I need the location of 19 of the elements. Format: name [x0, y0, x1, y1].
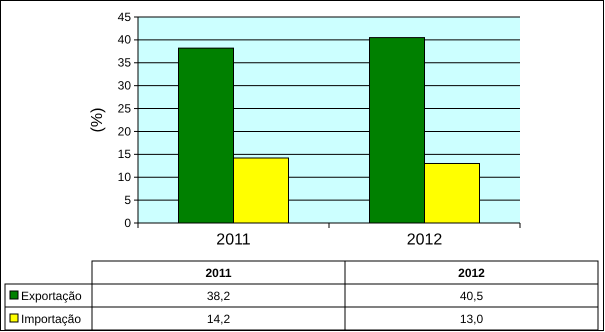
y-tick-label: 35 [118, 56, 132, 70]
y-axis-title: (%) [89, 108, 106, 132]
category-label: 2012 [458, 266, 485, 280]
y-tick-label: 10 [118, 170, 132, 184]
data-label: 14,2 [206, 312, 230, 326]
y-tick-label: 5 [124, 192, 132, 207]
legend-label: Exportação [21, 289, 82, 303]
y-tick-label: 25 [118, 101, 132, 116]
y-tick-label: 20 [118, 124, 132, 138]
y-tick-label: 30 [118, 78, 132, 93]
y-tick-label: 45 [118, 10, 132, 24]
data-label: 13,0 [460, 312, 484, 326]
y-tick-label: 15 [118, 147, 132, 162]
data-label: 40,5 [460, 289, 484, 303]
y-tick-label: 40 [118, 32, 132, 47]
legend-label: Importação [21, 312, 82, 326]
y-tick-label: 0 [124, 216, 132, 230]
data-label: 38,2 [206, 289, 230, 303]
category-label: 2011 [205, 266, 232, 280]
